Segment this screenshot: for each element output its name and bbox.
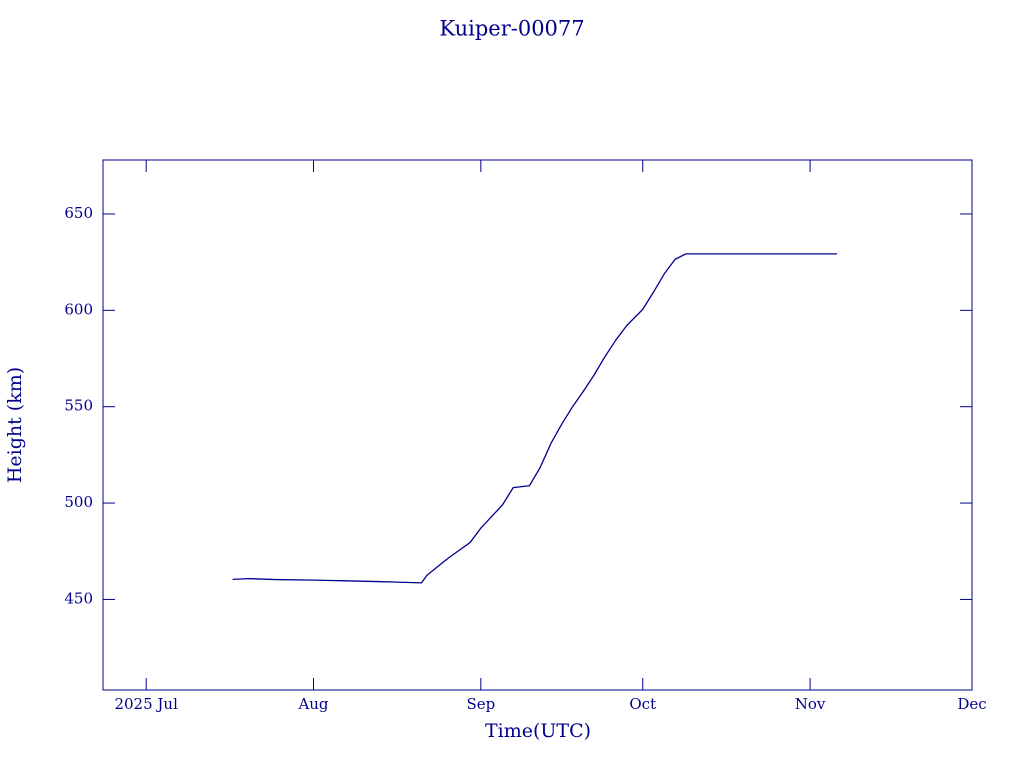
y-tick-label: 450	[64, 589, 93, 607]
x-tick-label: 2025 Jul	[114, 695, 178, 713]
y-tick-label: 550	[64, 397, 93, 415]
y-tick-label: 600	[64, 300, 93, 318]
y-tick-label: 500	[64, 493, 93, 511]
x-tick-label: Aug	[297, 695, 328, 713]
data-line	[232, 253, 838, 584]
x-tick-label: Sep	[466, 695, 495, 713]
x-axis-title: Time(UTC)	[485, 720, 591, 742]
x-tick-label: Dec	[957, 695, 986, 713]
plot-frame	[102, 159, 973, 691]
chart-title: Kuiper-00077	[439, 17, 584, 41]
y-axis-title: Height (km)	[4, 367, 26, 483]
x-tick-label: Oct	[629, 695, 656, 713]
y-tick-label: 650	[64, 204, 93, 222]
x-tick-label: Nov	[795, 695, 826, 713]
